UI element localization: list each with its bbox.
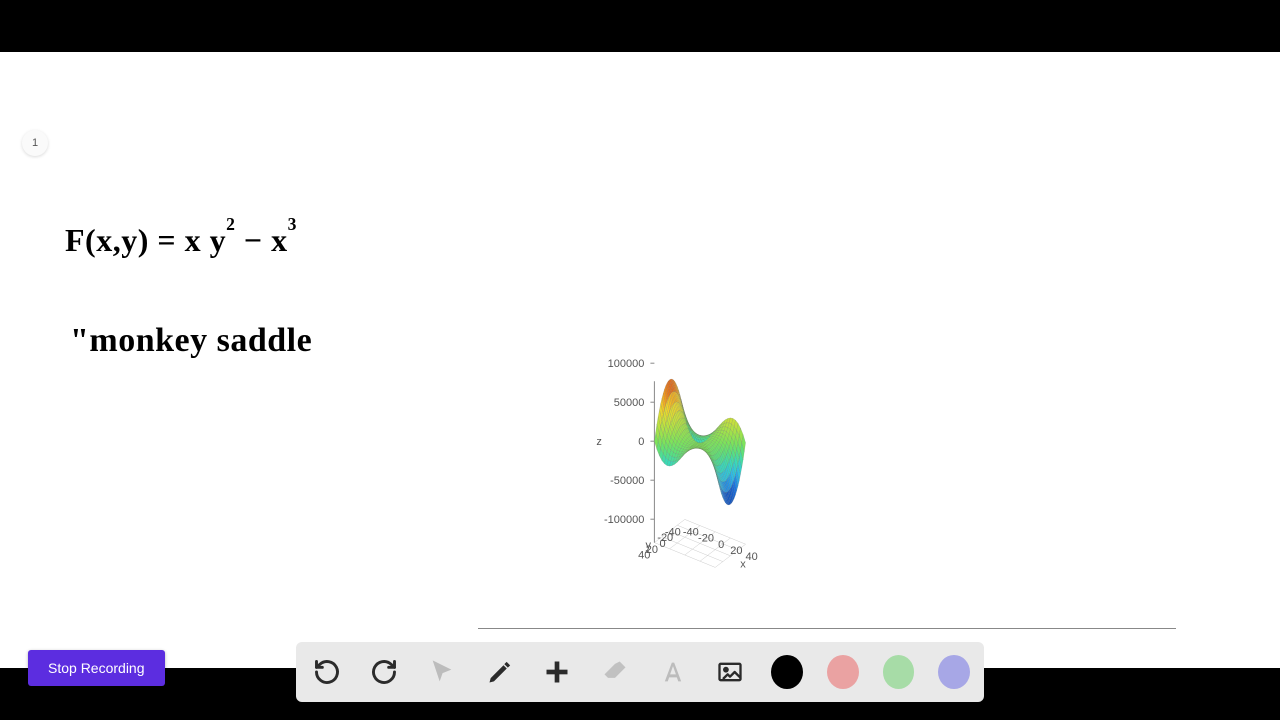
svg-text:0: 0 (718, 539, 724, 551)
color-swatch-2[interactable] (883, 655, 915, 689)
svg-text:20: 20 (730, 545, 742, 557)
stop-recording-button[interactable]: Stop Recording (28, 650, 165, 686)
chart-baseline (478, 628, 1176, 629)
color-swatch-3[interactable] (938, 655, 970, 689)
eraser-tool[interactable] (598, 654, 632, 690)
svg-text:-50000: -50000 (610, 475, 644, 487)
color-swatch-0[interactable] (771, 655, 803, 689)
svg-text:50000: 50000 (614, 397, 645, 409)
pointer-tool[interactable] (425, 654, 459, 690)
image-tool[interactable] (713, 654, 747, 690)
svg-text:x: x (740, 558, 746, 570)
undo-button[interactable] (310, 654, 344, 690)
whiteboard-stage: 1 F(x,y) = x y2 − x3 "monkey saddle -100… (0, 52, 1280, 668)
color-swatch-1[interactable] (827, 655, 859, 689)
svg-text:-100000: -100000 (604, 514, 644, 526)
handwritten-formula: F(x,y) = x y2 − x3 (65, 222, 297, 259)
svg-text:0: 0 (638, 436, 644, 448)
page-number-badge: 1 (22, 130, 48, 156)
handwritten-label: "monkey saddle (70, 322, 312, 360)
svg-text:-40: -40 (683, 526, 699, 538)
svg-text:-20: -20 (698, 533, 714, 545)
svg-text:40: 40 (745, 551, 757, 563)
svg-text:100000: 100000 (608, 358, 645, 370)
redo-button[interactable] (368, 654, 402, 690)
pencil-tool[interactable] (483, 654, 517, 690)
svg-text:y: y (646, 540, 652, 552)
svg-text:z: z (596, 436, 602, 448)
add-tool[interactable] (541, 654, 575, 690)
drawing-toolbar (296, 642, 984, 702)
text-tool[interactable] (656, 654, 690, 690)
svg-text:0: 0 (659, 538, 665, 550)
surface-plot-3d[interactable]: -100000-50000050000100000z-40-2002040-40… (470, 252, 1180, 632)
